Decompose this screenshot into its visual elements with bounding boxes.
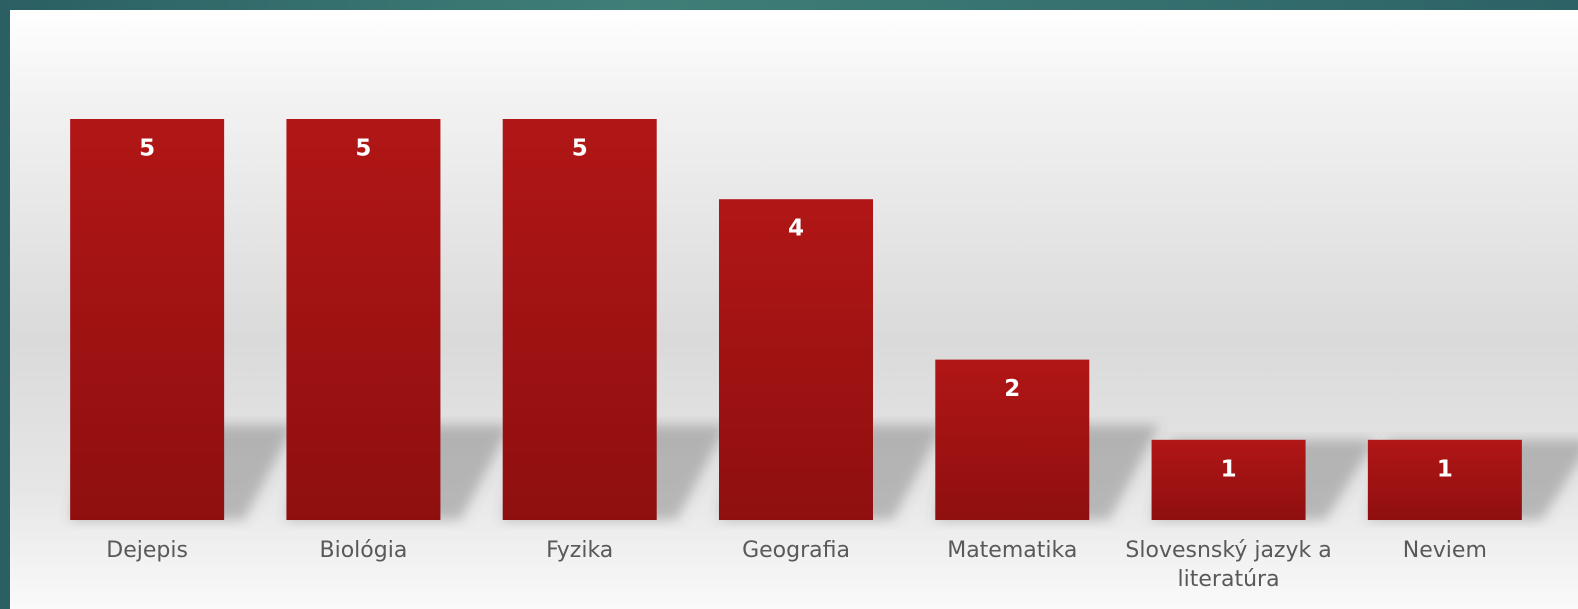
x-tick-label: Fyzika [546, 538, 614, 563]
x-tick-label: Matematika [947, 538, 1078, 563]
bar [719, 199, 873, 520]
data-label: 4 [788, 216, 804, 242]
data-label: 5 [572, 136, 588, 162]
bar [70, 119, 225, 520]
bar [935, 359, 1090, 520]
data-label: 5 [355, 136, 371, 162]
x-tick-label: Biológia [319, 538, 408, 563]
x-tick-label: Slovesnský jazyk a literatúra [1125, 538, 1332, 592]
data-label: 5 [139, 136, 155, 162]
data-label: 1 [1437, 456, 1453, 482]
bar [502, 119, 657, 520]
bar [286, 119, 441, 520]
data-label: 1 [1221, 456, 1237, 482]
x-tick-label: Dejepis [106, 538, 188, 563]
bar [1367, 439, 1522, 520]
bar [1151, 439, 1306, 520]
x-tick-label: Geografia [742, 538, 850, 563]
data-label: 2 [1004, 376, 1020, 402]
x-tick-label: Neviem [1402, 538, 1487, 563]
